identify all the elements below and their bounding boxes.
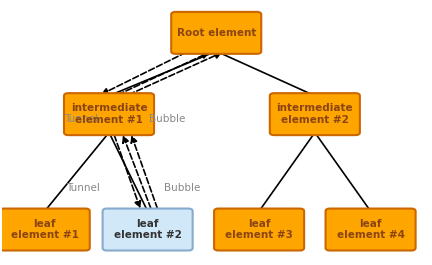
FancyBboxPatch shape [326,209,416,250]
Text: Bubble: Bubble [149,114,185,124]
FancyBboxPatch shape [0,209,90,250]
FancyBboxPatch shape [171,12,261,54]
Text: intermediate
element #1: intermediate element #1 [71,103,147,125]
FancyBboxPatch shape [214,209,304,250]
FancyBboxPatch shape [64,93,154,135]
Text: leaf
element #4: leaf element #4 [337,219,405,240]
Text: Root element: Root element [177,28,256,38]
Text: Tunnel: Tunnel [67,183,100,193]
Text: leaf
element #2: leaf element #2 [114,219,181,240]
Text: intermediate
element #2: intermediate element #2 [276,103,353,125]
Text: leaf
element #1: leaf element #1 [11,219,79,240]
Text: leaf
element #3: leaf element #3 [225,219,293,240]
Text: Bubble: Bubble [164,183,200,193]
FancyBboxPatch shape [270,93,360,135]
Text: Tunnel: Tunnel [64,114,98,124]
FancyBboxPatch shape [103,209,193,250]
